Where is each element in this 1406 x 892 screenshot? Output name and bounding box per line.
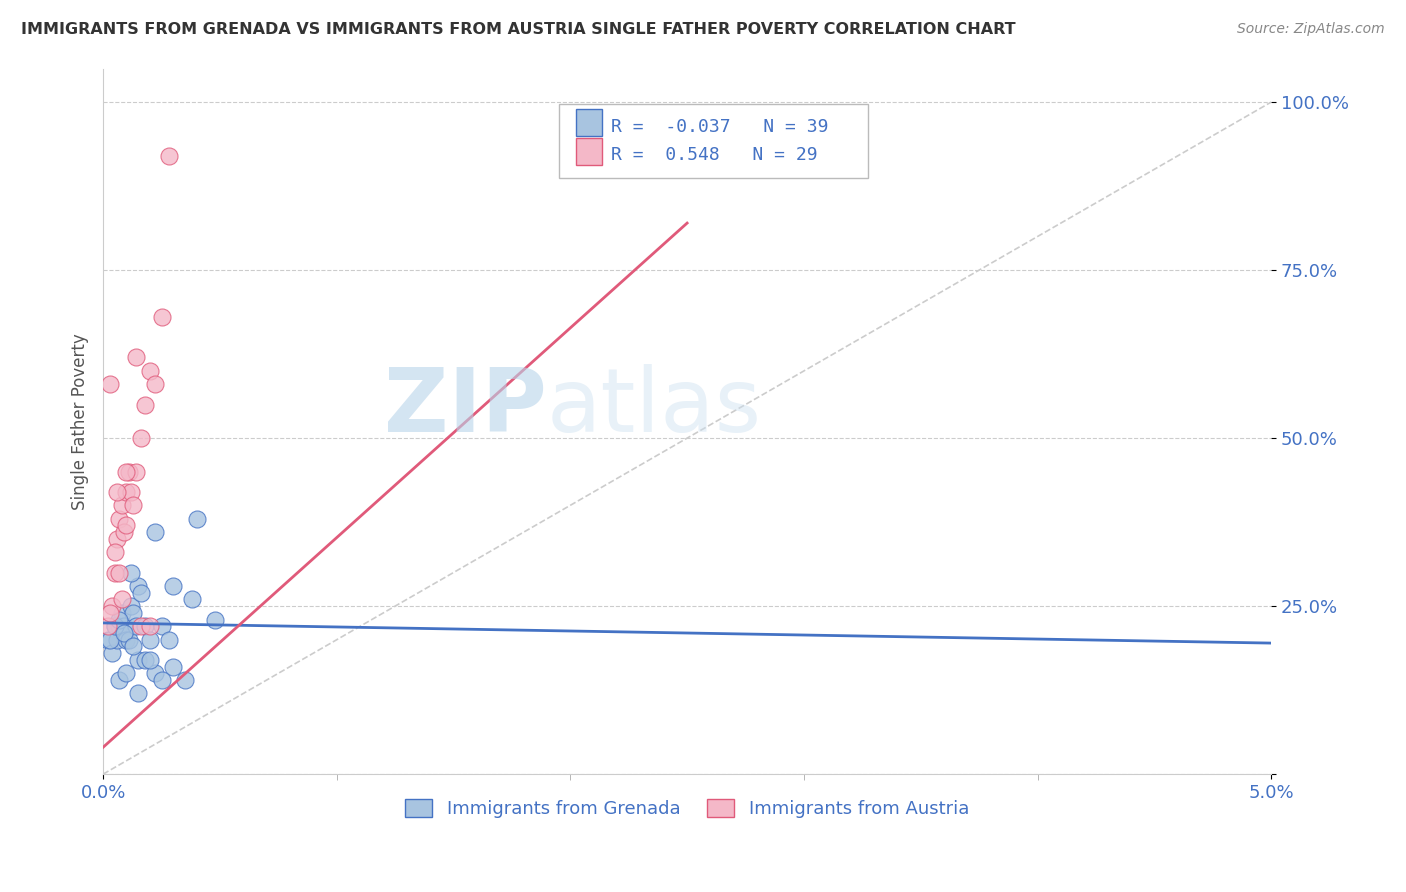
Point	[97, 632, 120, 647]
Point	[118, 465, 141, 479]
Point	[134, 398, 156, 412]
Point	[115, 632, 138, 647]
Point	[143, 525, 166, 540]
Point	[112, 626, 135, 640]
Point	[157, 632, 180, 647]
Point	[134, 653, 156, 667]
Point	[105, 484, 128, 499]
Point	[111, 592, 134, 607]
Point	[150, 310, 173, 325]
Point	[104, 566, 127, 580]
Legend: Immigrants from Grenada, Immigrants from Austria: Immigrants from Grenada, Immigrants from…	[398, 791, 976, 825]
Point	[108, 673, 131, 687]
Text: ZIP: ZIP	[384, 364, 547, 450]
Point	[118, 632, 141, 647]
Point	[139, 619, 162, 633]
Point	[122, 499, 145, 513]
Point	[162, 579, 184, 593]
Point	[108, 512, 131, 526]
Point	[143, 377, 166, 392]
Point	[105, 532, 128, 546]
Point	[120, 566, 142, 580]
Point	[150, 673, 173, 687]
Point	[204, 613, 226, 627]
Point	[186, 512, 208, 526]
Point	[115, 518, 138, 533]
Point	[129, 431, 152, 445]
Text: atlas: atlas	[547, 364, 762, 450]
Point	[180, 592, 202, 607]
Point	[98, 632, 121, 647]
Point	[108, 613, 131, 627]
Point	[157, 149, 180, 163]
Point	[97, 619, 120, 633]
Point	[112, 619, 135, 633]
Point	[139, 632, 162, 647]
Text: R =  0.548   N = 29: R = 0.548 N = 29	[612, 146, 818, 164]
Point	[108, 566, 131, 580]
Text: Source: ZipAtlas.com: Source: ZipAtlas.com	[1237, 22, 1385, 37]
Point	[98, 606, 121, 620]
Point	[115, 465, 138, 479]
Point	[101, 646, 124, 660]
Point	[127, 653, 149, 667]
Bar	[576, 138, 602, 165]
Point	[129, 619, 152, 633]
Point	[108, 619, 131, 633]
Point	[115, 484, 138, 499]
Point	[112, 525, 135, 540]
Point	[122, 640, 145, 654]
Text: R =  -0.037   N = 39: R = -0.037 N = 39	[612, 118, 828, 136]
Point	[173, 673, 195, 687]
Point	[120, 484, 142, 499]
FancyBboxPatch shape	[558, 103, 868, 178]
Point	[150, 619, 173, 633]
Point	[125, 351, 148, 365]
Point	[129, 585, 152, 599]
Point	[120, 599, 142, 614]
Point	[111, 606, 134, 620]
Point	[127, 686, 149, 700]
Point	[125, 619, 148, 633]
Point	[98, 377, 121, 392]
Point	[139, 364, 162, 378]
Bar	[576, 109, 602, 136]
Point	[115, 666, 138, 681]
Y-axis label: Single Father Poverty: Single Father Poverty	[72, 333, 89, 509]
Point	[122, 606, 145, 620]
Point	[105, 632, 128, 647]
Point	[127, 579, 149, 593]
Point	[125, 465, 148, 479]
Point	[134, 619, 156, 633]
Text: IMMIGRANTS FROM GRENADA VS IMMIGRANTS FROM AUSTRIA SINGLE FATHER POVERTY CORRELA: IMMIGRANTS FROM GRENADA VS IMMIGRANTS FR…	[21, 22, 1015, 37]
Point	[111, 499, 134, 513]
Point	[104, 619, 127, 633]
Point	[104, 619, 127, 633]
Point	[104, 545, 127, 559]
Point	[139, 653, 162, 667]
Point	[101, 599, 124, 614]
Point	[162, 659, 184, 673]
Point	[143, 666, 166, 681]
